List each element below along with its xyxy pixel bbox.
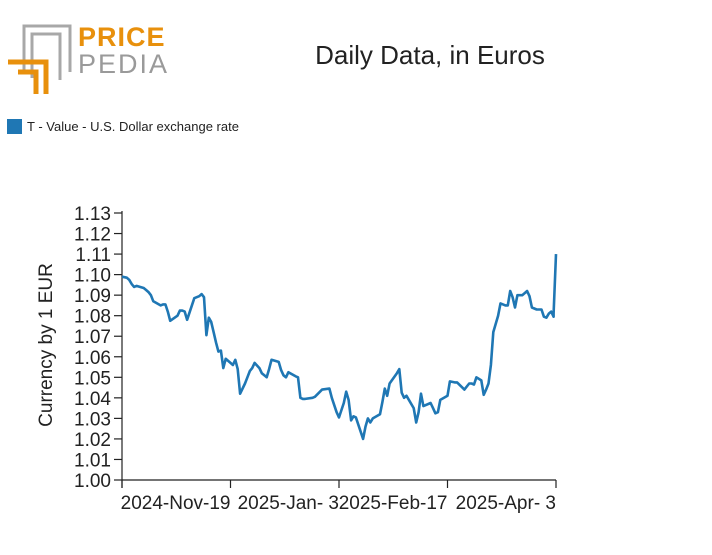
series-layer [121,254,558,441]
legend-swatch [7,119,22,134]
y-tick-label: 1.08 [74,307,111,328]
y-tick-label: 1.04 [74,389,111,410]
x-tick-label: 2025-Apr- 3 [456,493,556,514]
y-tick-label: 1.10 [74,266,111,287]
x-tick-label: 2025-Feb-17 [339,493,448,514]
y-tick-label: 1.01 [74,450,111,471]
pricepedia-logo: PRICE PEDIA [8,22,168,94]
logo-mark [8,24,72,94]
y-tick-label: 1.07 [74,327,111,348]
series-line [121,254,558,441]
legend[interactable]: T - Value - U.S. Dollar exchange rate [7,119,239,134]
x-tick-label: 2025-Jan- 3 [238,493,339,514]
y-tick-label: 1.09 [74,286,111,307]
logo-word-pedia: PEDIA [78,49,170,79]
x-tick-label: 2024-Nov-19 [121,493,231,514]
y-tick-label: 1.02 [74,430,111,451]
x-axis: 2024-Nov-19 2025-Jan- 3 2025-Feb-17 2025-Ap… [121,479,557,514]
y-tick-label: 1.06 [74,348,111,369]
y-axis: 1.001.011.021.031.041.051.061.071.081.09… [74,204,123,492]
y-axis-label: Currency by 1 EUR [36,263,57,427]
y-tick-label: 1.11 [75,245,111,266]
chart-title: Daily Data, in Euros [315,40,545,70]
y-tick-label: 1.05 [74,368,111,389]
y-tick-label: 1.00 [74,471,111,492]
y-tick-label: 1.03 [74,409,111,430]
logo-word-price: PRICE [78,22,166,52]
y-tick-label: 1.12 [74,225,111,246]
y-tick-label: 1.13 [74,204,111,225]
legend-label: T - Value - U.S. Dollar exchange rate [27,119,239,134]
